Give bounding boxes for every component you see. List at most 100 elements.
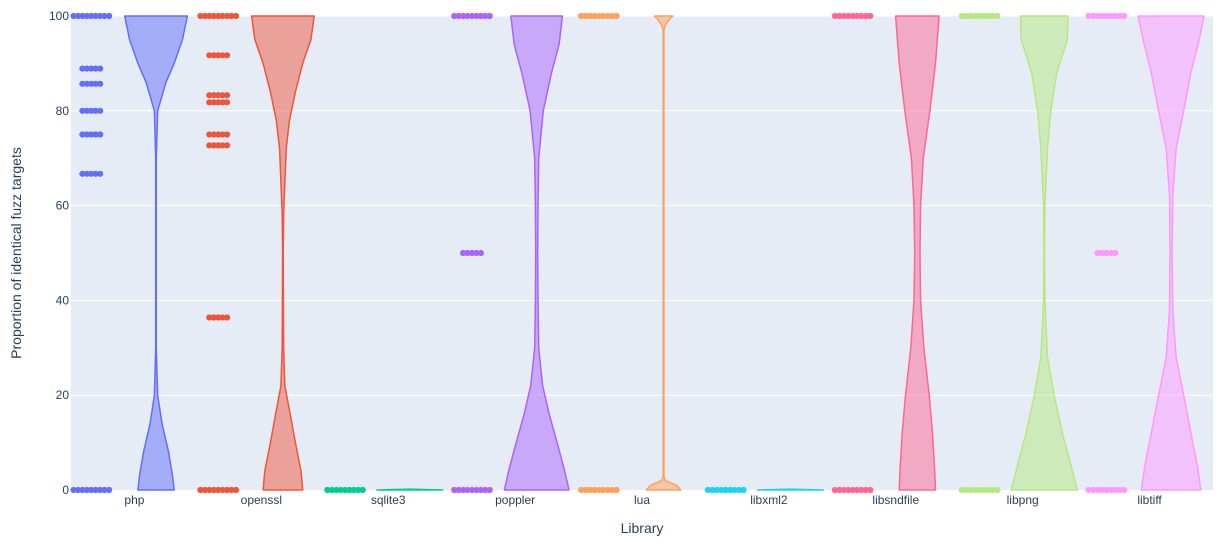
data-point — [867, 486, 874, 494]
violin-shape — [894, 15, 940, 491]
data-point — [1094, 249, 1101, 257]
data-point — [994, 486, 1001, 494]
data-point — [83, 107, 90, 114]
data-point — [210, 12, 217, 20]
data-point — [206, 92, 213, 99]
data-point — [704, 486, 712, 494]
data-point — [92, 80, 99, 87]
data-point — [460, 249, 467, 257]
data-point — [228, 12, 235, 20]
data-point — [219, 131, 226, 138]
data-point — [206, 52, 213, 59]
data-point — [79, 65, 86, 72]
data-point — [97, 80, 104, 87]
data-point — [1098, 486, 1106, 494]
data-point — [1121, 12, 1128, 20]
data-point — [1107, 12, 1114, 20]
data-point — [486, 486, 493, 494]
data-point — [79, 486, 86, 494]
data-point — [83, 65, 90, 72]
x-tick-label: libsndfile — [872, 493, 919, 507]
data-point — [858, 486, 865, 494]
x-tick-label: lua — [634, 493, 650, 507]
data-point — [727, 486, 734, 494]
violin-poppler — [451, 12, 570, 494]
data-point — [210, 99, 217, 106]
data-point — [215, 12, 222, 20]
data-point — [219, 486, 226, 494]
data-point — [1116, 486, 1123, 494]
data-point — [1112, 249, 1119, 257]
x-tick-label: libtiff — [1137, 493, 1162, 507]
data-point — [88, 80, 95, 87]
violin-openssl — [197, 12, 315, 494]
data-point — [482, 486, 489, 494]
data-point — [346, 486, 353, 494]
data-point — [958, 486, 965, 494]
x-tick-label: poppler — [495, 493, 535, 507]
x-tick-label: libpng — [1007, 493, 1039, 507]
data-point — [224, 99, 231, 106]
data-point — [482, 12, 489, 20]
data-point — [219, 92, 226, 99]
data-point — [473, 249, 480, 257]
violin-libxml2 — [704, 486, 825, 494]
data-point — [613, 486, 620, 494]
data-point — [74, 12, 82, 20]
data-point — [206, 12, 213, 20]
data-point — [967, 12, 974, 20]
data-point — [1121, 486, 1128, 494]
y-tick-label: 80 — [56, 104, 70, 118]
data-point — [74, 486, 82, 494]
data-point — [201, 486, 208, 494]
data-point — [1098, 249, 1106, 257]
data-point — [224, 131, 231, 138]
data-point — [451, 486, 458, 494]
data-point — [836, 12, 843, 20]
data-point — [201, 12, 208, 20]
data-point — [355, 486, 362, 494]
data-point — [595, 486, 603, 494]
data-point — [210, 486, 217, 494]
data-point — [976, 486, 983, 494]
data-point — [464, 249, 471, 257]
data-point — [92, 65, 99, 72]
data-point — [477, 486, 484, 494]
data-point — [609, 12, 616, 20]
data-point — [210, 131, 217, 138]
data-point — [88, 486, 95, 494]
data-point — [460, 486, 467, 494]
data-point — [862, 12, 870, 20]
data-point — [224, 486, 231, 494]
x-tick-label: sqlite3 — [371, 493, 406, 507]
data-point — [232, 12, 240, 20]
data-point — [600, 12, 607, 20]
y-tick-label: 20 — [56, 388, 70, 402]
data-point — [88, 131, 95, 138]
data-point — [972, 12, 979, 20]
data-point — [985, 486, 992, 494]
violin-shape — [376, 488, 444, 491]
data-point — [206, 314, 213, 321]
violin-shape — [250, 15, 315, 491]
data-point — [455, 12, 462, 20]
data-point — [586, 12, 594, 20]
data-point — [731, 486, 738, 494]
data-point — [1112, 486, 1119, 494]
data-point — [862, 486, 870, 494]
data-point — [1085, 486, 1092, 494]
data-point — [97, 131, 104, 138]
data-point — [1103, 249, 1110, 257]
data-point — [609, 486, 616, 494]
data-point — [83, 170, 90, 177]
x-tick-label: libxml2 — [750, 493, 788, 507]
data-point — [83, 131, 90, 138]
data-point — [328, 486, 335, 494]
data-point — [468, 12, 476, 20]
violin-marks — [70, 12, 1205, 494]
data-point — [578, 486, 585, 494]
data-point — [79, 80, 86, 87]
data-point — [464, 486, 471, 494]
data-point — [613, 12, 620, 20]
data-point — [1112, 12, 1119, 20]
